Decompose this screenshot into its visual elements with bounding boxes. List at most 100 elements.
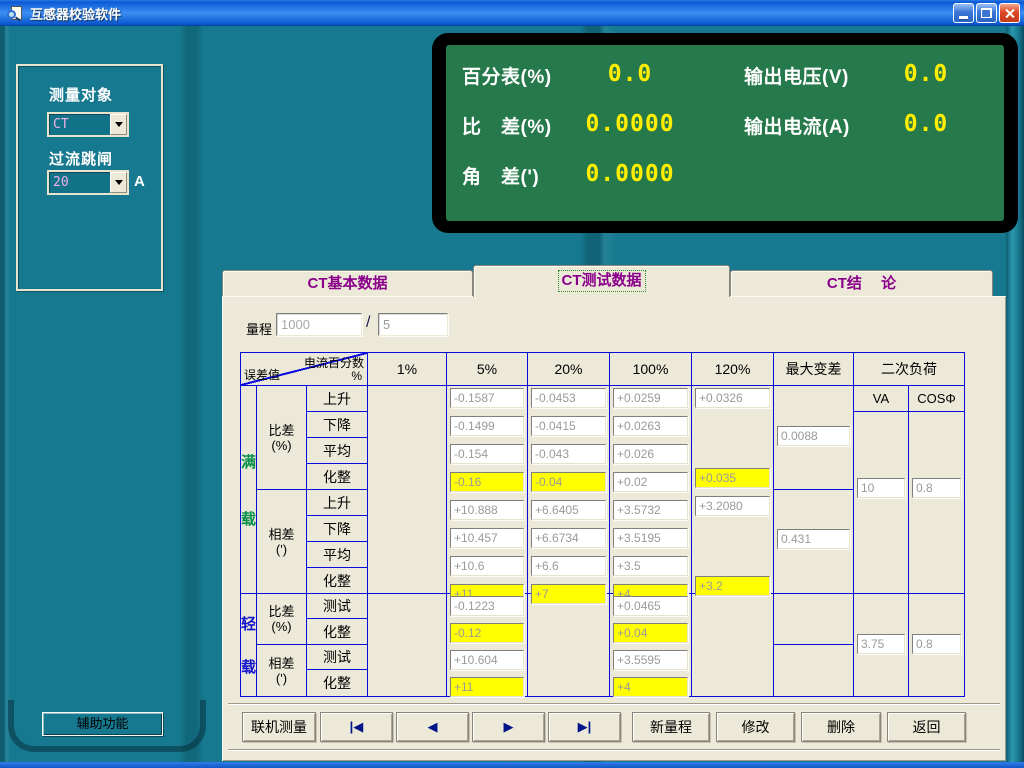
group-unit: (') xyxy=(275,670,288,686)
delete-button[interactable]: 删除 xyxy=(801,712,881,742)
group-name: 比差 xyxy=(268,604,295,619)
overcurrent-trip-value: 20 xyxy=(53,175,69,190)
cell-field[interactable]: +6.6 xyxy=(531,556,606,576)
col-header-120pct: 120% xyxy=(692,353,774,386)
cell-field-highlighted[interactable]: +3.2 xyxy=(695,576,770,596)
cell-field[interactable]: -0.0415 xyxy=(531,416,606,436)
cell-field[interactable]: +10.6 xyxy=(450,556,524,576)
range-primary-field[interactable]: 1000 xyxy=(276,313,362,336)
next-record-button[interactable]: ▶ xyxy=(472,712,545,742)
cell-field[interactable]: +10.457 xyxy=(450,528,524,548)
cell-field[interactable]: -0.043 xyxy=(531,444,606,464)
cell-field[interactable]: -0.1499 xyxy=(450,416,524,436)
window-title: 互感器校验软件 xyxy=(30,6,122,22)
measure-object-label: 测量对象 xyxy=(49,87,114,104)
chevron-down-icon xyxy=(114,180,123,185)
col-header-1pct: 1% xyxy=(368,353,447,386)
cell-field[interactable]: +3.2080 xyxy=(695,496,770,516)
cell-field[interactable]: +6.6405 xyxy=(531,500,606,520)
cell-field[interactable]: -0.154 xyxy=(450,444,524,464)
data-col-5pct-full: -0.1587 -0.1499 -0.154 -0.16 +10.888 +10… xyxy=(447,386,528,604)
overcurrent-trip-dropdown-button[interactable] xyxy=(110,172,127,193)
cell-field-highlighted[interactable]: -0.16 xyxy=(450,472,524,492)
range-secondary-field[interactable]: 5 xyxy=(378,313,448,336)
cell-field[interactable]: +0.0465 xyxy=(613,596,688,616)
row-label-fall: 下降 xyxy=(307,516,368,542)
row-label-fall: 下降 xyxy=(307,412,368,438)
minimize-button[interactable] xyxy=(953,3,974,23)
cell-field[interactable]: +0.02 xyxy=(613,472,688,492)
cell-field[interactable]: +10.888 xyxy=(450,500,524,520)
cell-field[interactable]: -0.1587 xyxy=(450,388,524,408)
tab-ct-basic-data[interactable]: CT基本数据 xyxy=(222,270,473,296)
max-variation-light-phase-cell xyxy=(774,645,854,696)
cell-field[interactable]: +3.5195 xyxy=(613,528,688,548)
row-label-rise: 上升 xyxy=(307,386,368,412)
cell-field-highlighted[interactable]: +4 xyxy=(613,677,688,697)
cell-field[interactable]: +0.0326 xyxy=(695,388,770,408)
percent-meter-label: 百分表(%) xyxy=(462,67,552,88)
cell-field[interactable]: 0.8 xyxy=(912,478,961,498)
last-record-button[interactable]: ▶| xyxy=(548,712,621,742)
first-record-button[interactable]: |◀ xyxy=(320,712,393,742)
cell-field-highlighted[interactable]: +0.04 xyxy=(613,623,688,643)
group-unit: (%) xyxy=(271,437,292,453)
burden-va-full-cell: 10 xyxy=(854,412,909,594)
measure-object-dropdown-button[interactable] xyxy=(110,114,127,135)
cell-field[interactable]: +6.6734 xyxy=(531,528,606,548)
cell-field[interactable]: +3.5732 xyxy=(613,500,688,520)
cell-field[interactable]: +0.0263 xyxy=(613,416,688,436)
cell-field[interactable]: -0.1223 xyxy=(450,596,524,616)
restore-icon xyxy=(981,8,992,18)
cell-field[interactable]: 3.75 xyxy=(857,634,905,654)
online-measure-button[interactable]: 联机测量 xyxy=(242,712,316,742)
light-load-char1: 轻 xyxy=(241,616,257,633)
output-voltage-label: 输出电压(V) xyxy=(744,67,849,88)
cell-field[interactable]: 10 xyxy=(857,478,905,498)
new-range-button[interactable]: 新量程 xyxy=(632,712,710,742)
close-button[interactable] xyxy=(999,3,1020,23)
separator-line xyxy=(228,703,1000,705)
measurement-panel xyxy=(16,64,163,291)
cell-field[interactable]: +10.604 xyxy=(450,650,524,670)
table-corner-cell: 电流百分数 % 误差值 xyxy=(241,353,368,386)
cell-field[interactable]: +3.5 xyxy=(613,556,688,576)
cell-field-highlighted[interactable]: +0.035 xyxy=(695,468,770,488)
burden-cos-light-cell: 0.8 xyxy=(909,594,964,696)
cell-field-highlighted[interactable]: +7 xyxy=(531,584,606,604)
group-name: 相差 xyxy=(268,526,295,542)
cell-field[interactable]: +0.026 xyxy=(613,444,688,464)
chevron-down-icon xyxy=(114,122,123,127)
group-phase-error-light: 相差 (') xyxy=(257,645,307,696)
modify-button[interactable]: 修改 xyxy=(716,712,795,742)
back-button[interactable]: 返回 xyxy=(887,712,966,742)
measure-object-value: CT xyxy=(53,117,69,132)
error-table: 电流百分数 % 误差值 1% 5% 20% 100% 120% 最大变差 二次负… xyxy=(240,352,965,697)
cell-field-highlighted[interactable]: +11 xyxy=(450,677,524,697)
measurement-display: 百分表(%) 0.0 比 差(%) 0.0000 角 差(') 0.0000 输… xyxy=(432,33,1018,233)
aux-functions-button[interactable]: 辅助功能 xyxy=(42,712,163,736)
cell-field[interactable]: 0.8 xyxy=(912,634,961,654)
restore-button[interactable] xyxy=(976,3,997,23)
measure-object-select[interactable]: CT xyxy=(47,112,129,137)
section-light-load: 轻 载 xyxy=(241,594,257,696)
cell-field[interactable]: 0.0088 xyxy=(777,426,850,446)
cell-field[interactable]: 0.431 xyxy=(777,529,850,549)
output-current-value: 0.0 xyxy=(903,111,949,137)
tab-ct-conclusion[interactable]: CT结 论 xyxy=(730,270,993,296)
tab-ct-test-data[interactable]: CT测试数据 xyxy=(473,265,730,297)
cell-field-highlighted[interactable]: -0.04 xyxy=(531,472,606,492)
cell-field-highlighted[interactable]: -0.12 xyxy=(450,623,524,643)
row-label-test: 测试 xyxy=(307,594,368,619)
group-ratio-error-full: 比差 (%) xyxy=(257,386,307,490)
overcurrent-trip-select[interactable]: 20 xyxy=(47,170,129,195)
tab-focus-ring: CT测试数据 xyxy=(557,270,646,292)
range-label: 量程 xyxy=(246,322,273,337)
prev-record-button[interactable]: ◀ xyxy=(396,712,469,742)
cell-field[interactable]: +3.5595 xyxy=(613,650,688,670)
cell-field[interactable]: +0.0259 xyxy=(613,388,688,408)
cell-field[interactable]: -0.0453 xyxy=(531,388,606,408)
data-col-120pct-light xyxy=(692,594,774,696)
row-label-average: 平均 xyxy=(307,438,368,464)
